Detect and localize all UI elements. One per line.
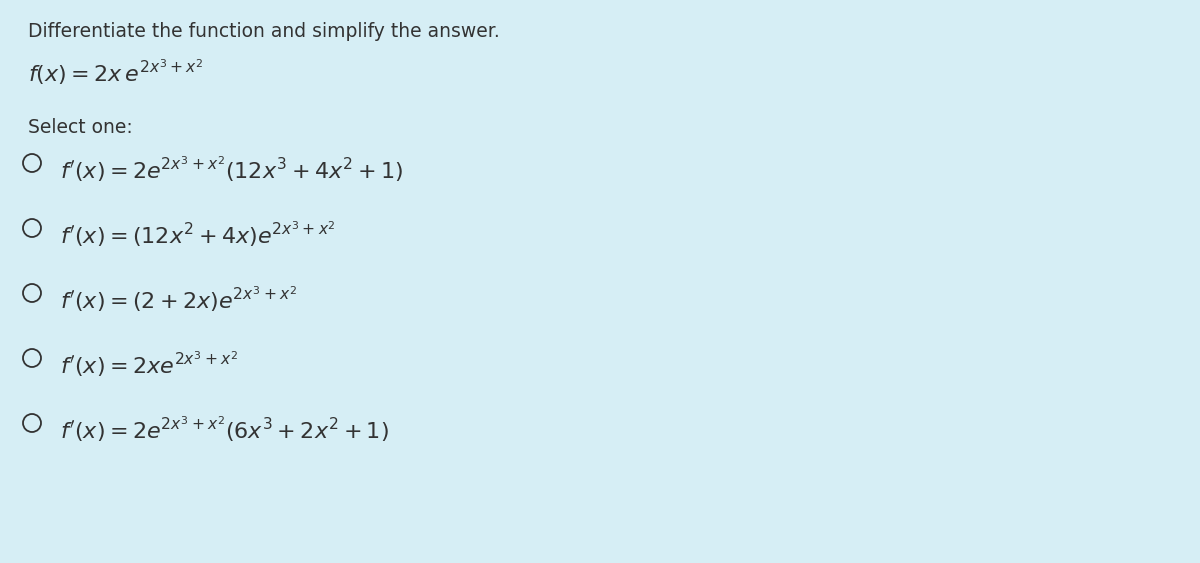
Text: $f(x) = 2x\,e^{2x^3+x^2}$: $f(x) = 2x\,e^{2x^3+x^2}$ bbox=[28, 58, 203, 87]
Text: Select one:: Select one: bbox=[28, 118, 133, 137]
Text: $f'(x) = 2xe^{2x^3+x^2}$: $f'(x) = 2xe^{2x^3+x^2}$ bbox=[60, 350, 238, 379]
Text: $f'(x) = (2 + 2x)e^{2x^3+x^2}$: $f'(x) = (2 + 2x)e^{2x^3+x^2}$ bbox=[60, 285, 296, 315]
Text: $f'(x) = 2e^{2x^3+x^2}(12x^3 + 4x^2 + 1)$: $f'(x) = 2e^{2x^3+x^2}(12x^3 + 4x^2 + 1)… bbox=[60, 155, 403, 185]
Text: $f'(x) = 2e^{2x^3+x^2}(6x^3 + 2x^2 + 1)$: $f'(x) = 2e^{2x^3+x^2}(6x^3 + 2x^2 + 1)$ bbox=[60, 415, 389, 444]
Text: $f'(x) = (12x^2 + 4x)e^{2x^3+x^2}$: $f'(x) = (12x^2 + 4x)e^{2x^3+x^2}$ bbox=[60, 220, 336, 249]
Text: Differentiate the function and simplify the answer.: Differentiate the function and simplify … bbox=[28, 22, 499, 41]
